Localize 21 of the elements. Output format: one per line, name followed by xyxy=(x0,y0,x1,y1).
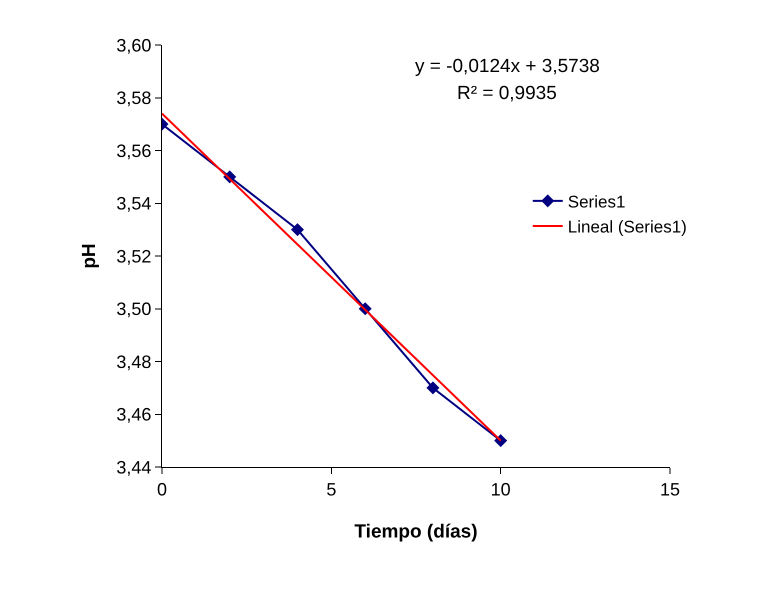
point xyxy=(290,223,304,236)
x-tick-label: 10 xyxy=(490,480,511,500)
y-tick-label: 3,52 xyxy=(116,246,152,266)
y-axis-title: pH xyxy=(79,243,100,269)
x-tick-label: 15 xyxy=(660,480,680,500)
y-tick-label: 3,44 xyxy=(116,457,152,478)
x-tick-label: 5 xyxy=(326,480,336,500)
point xyxy=(426,381,440,394)
y-tick-label: 3,48 xyxy=(116,352,152,372)
annotation: y = -0,0124x + 3,5738 xyxy=(415,56,600,77)
x-tick-label: 0 xyxy=(156,480,168,500)
y-tick-label: 3,58 xyxy=(116,88,152,108)
y-tick-label: 3,60 xyxy=(116,35,152,56)
y-tick-label: 3,54 xyxy=(116,194,152,214)
y-tick-label: 3,46 xyxy=(116,404,152,425)
y-tick-label: 3,56 xyxy=(116,140,152,161)
legend-label: Lineal (Series1) xyxy=(568,218,687,237)
x-axis-title: Tiempo (días) xyxy=(354,521,478,542)
annotation: R² = 0,9935 xyxy=(457,83,557,104)
y-tick-label: 3,50 xyxy=(116,299,152,320)
legend-label: Series1 xyxy=(568,192,626,212)
